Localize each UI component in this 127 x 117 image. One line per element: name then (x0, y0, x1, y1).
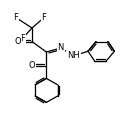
Text: F: F (42, 13, 46, 22)
Text: N: N (58, 44, 64, 53)
Text: O: O (14, 37, 21, 46)
Text: O: O (29, 61, 35, 70)
Text: NH: NH (67, 51, 80, 60)
Text: F: F (20, 34, 25, 43)
Text: F: F (14, 13, 18, 22)
